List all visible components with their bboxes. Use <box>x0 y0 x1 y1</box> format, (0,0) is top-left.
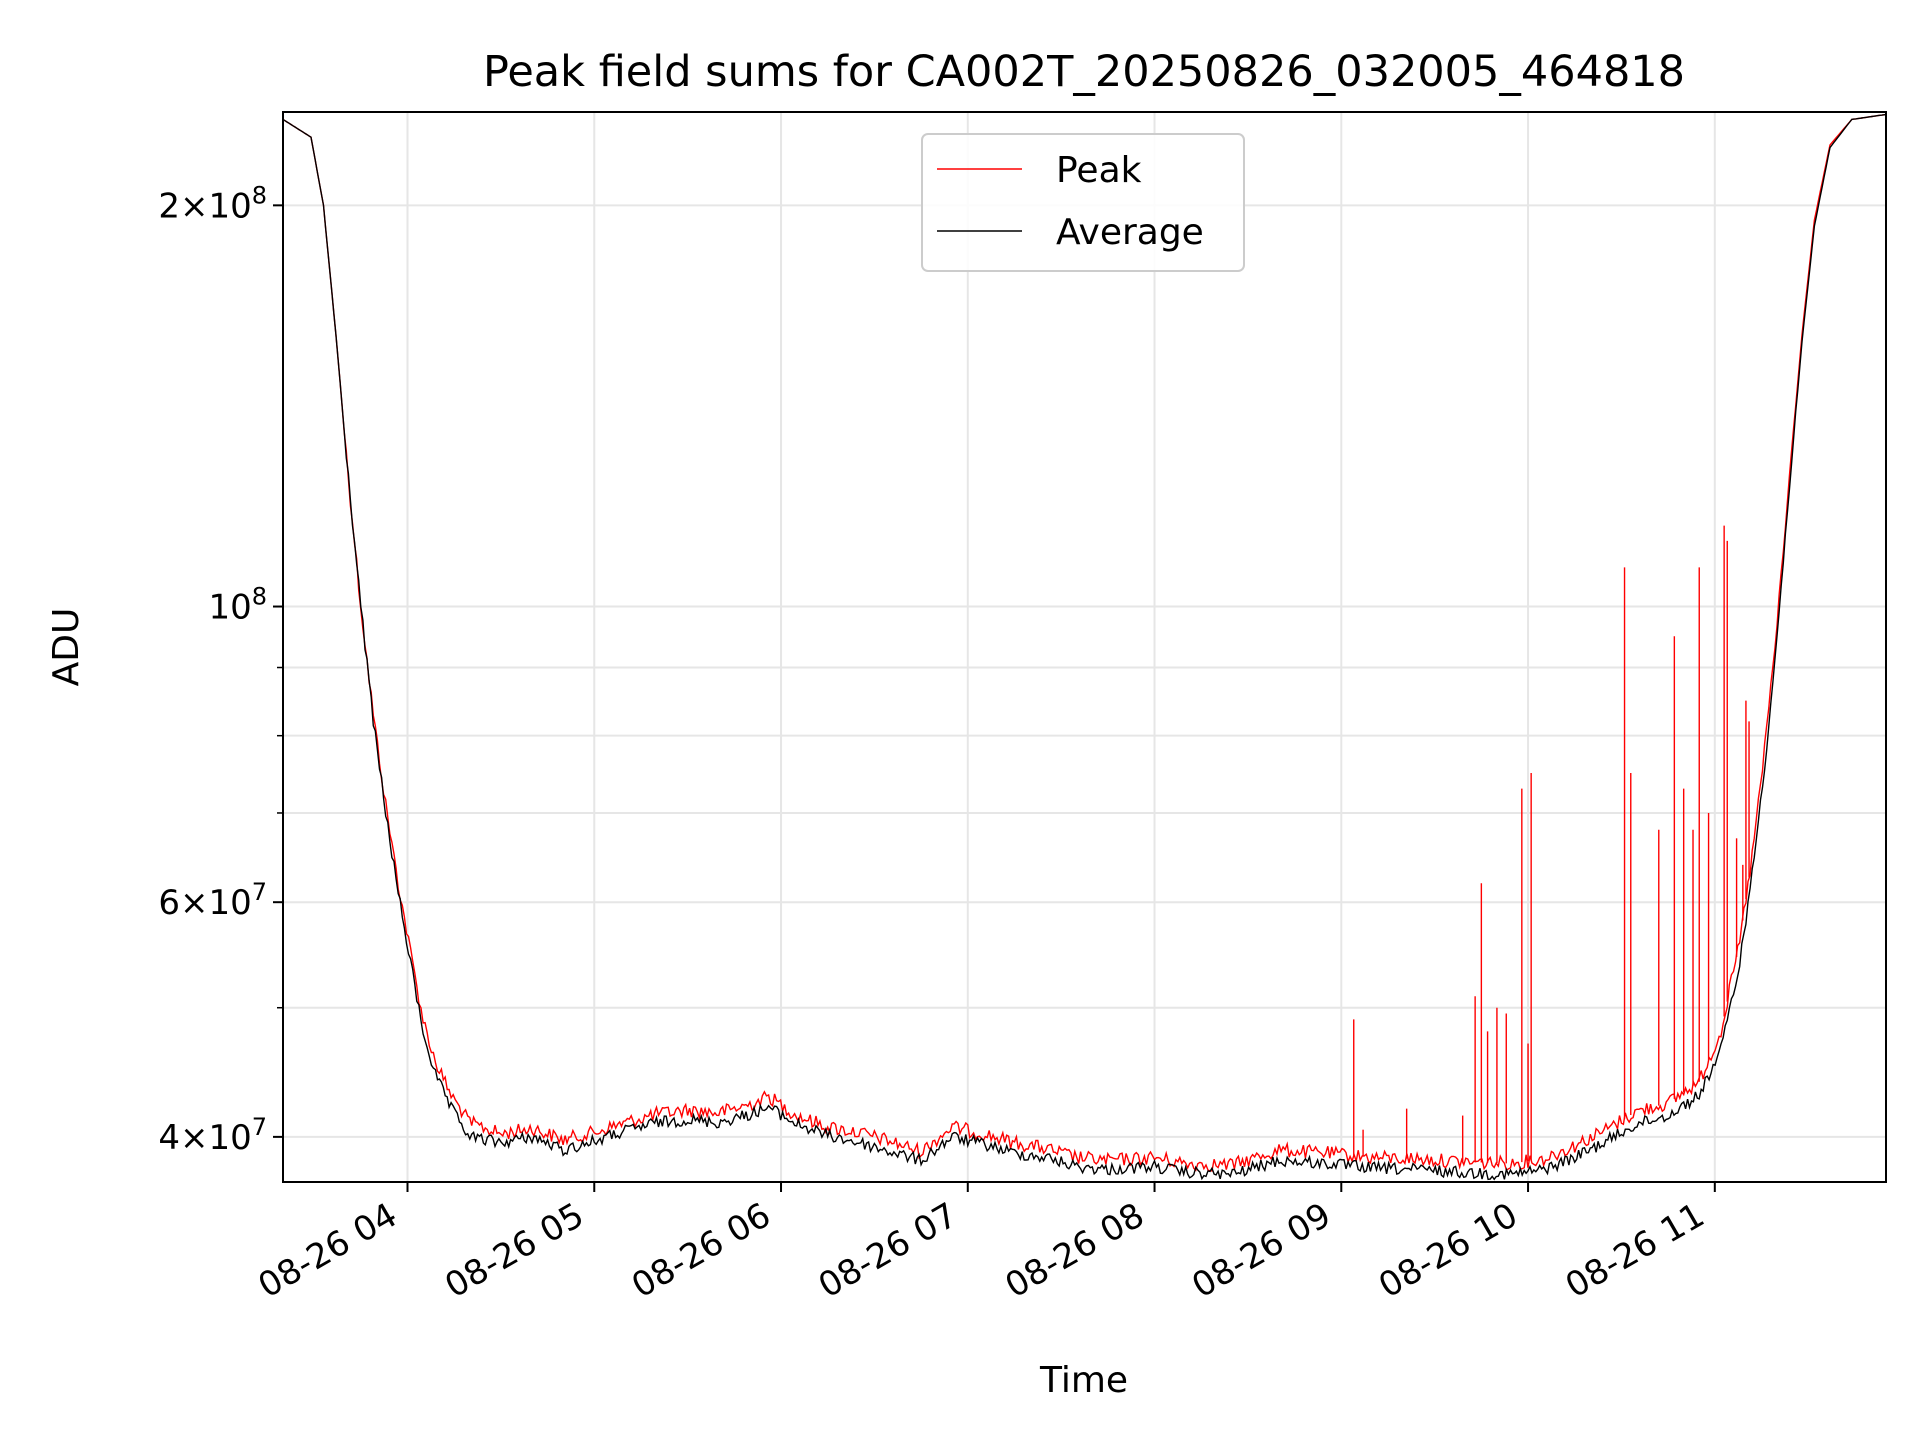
y-tick-label: 108 <box>208 583 267 628</box>
series-lines <box>283 113 1886 1181</box>
y-tick-label: 4×107 <box>158 1113 267 1158</box>
chart-title: Peak field sums for CA002T_20250826_0320… <box>483 47 1685 97</box>
peak-series-line <box>283 113 1886 1172</box>
legend: Peak Average <box>921 133 1245 272</box>
y-axis-label: ADU <box>46 608 87 687</box>
legend-peak-label: Peak <box>1056 150 1142 191</box>
average-series-line <box>283 113 1886 1181</box>
y-tick-label: 2×108 <box>158 181 267 226</box>
x-axis-label: Time <box>1039 1360 1128 1401</box>
legend-average-label: Average <box>1056 212 1204 253</box>
plot-frame <box>282 111 1887 1183</box>
series-layer <box>283 113 1886 1181</box>
y-tick-label: 6×107 <box>158 878 267 923</box>
